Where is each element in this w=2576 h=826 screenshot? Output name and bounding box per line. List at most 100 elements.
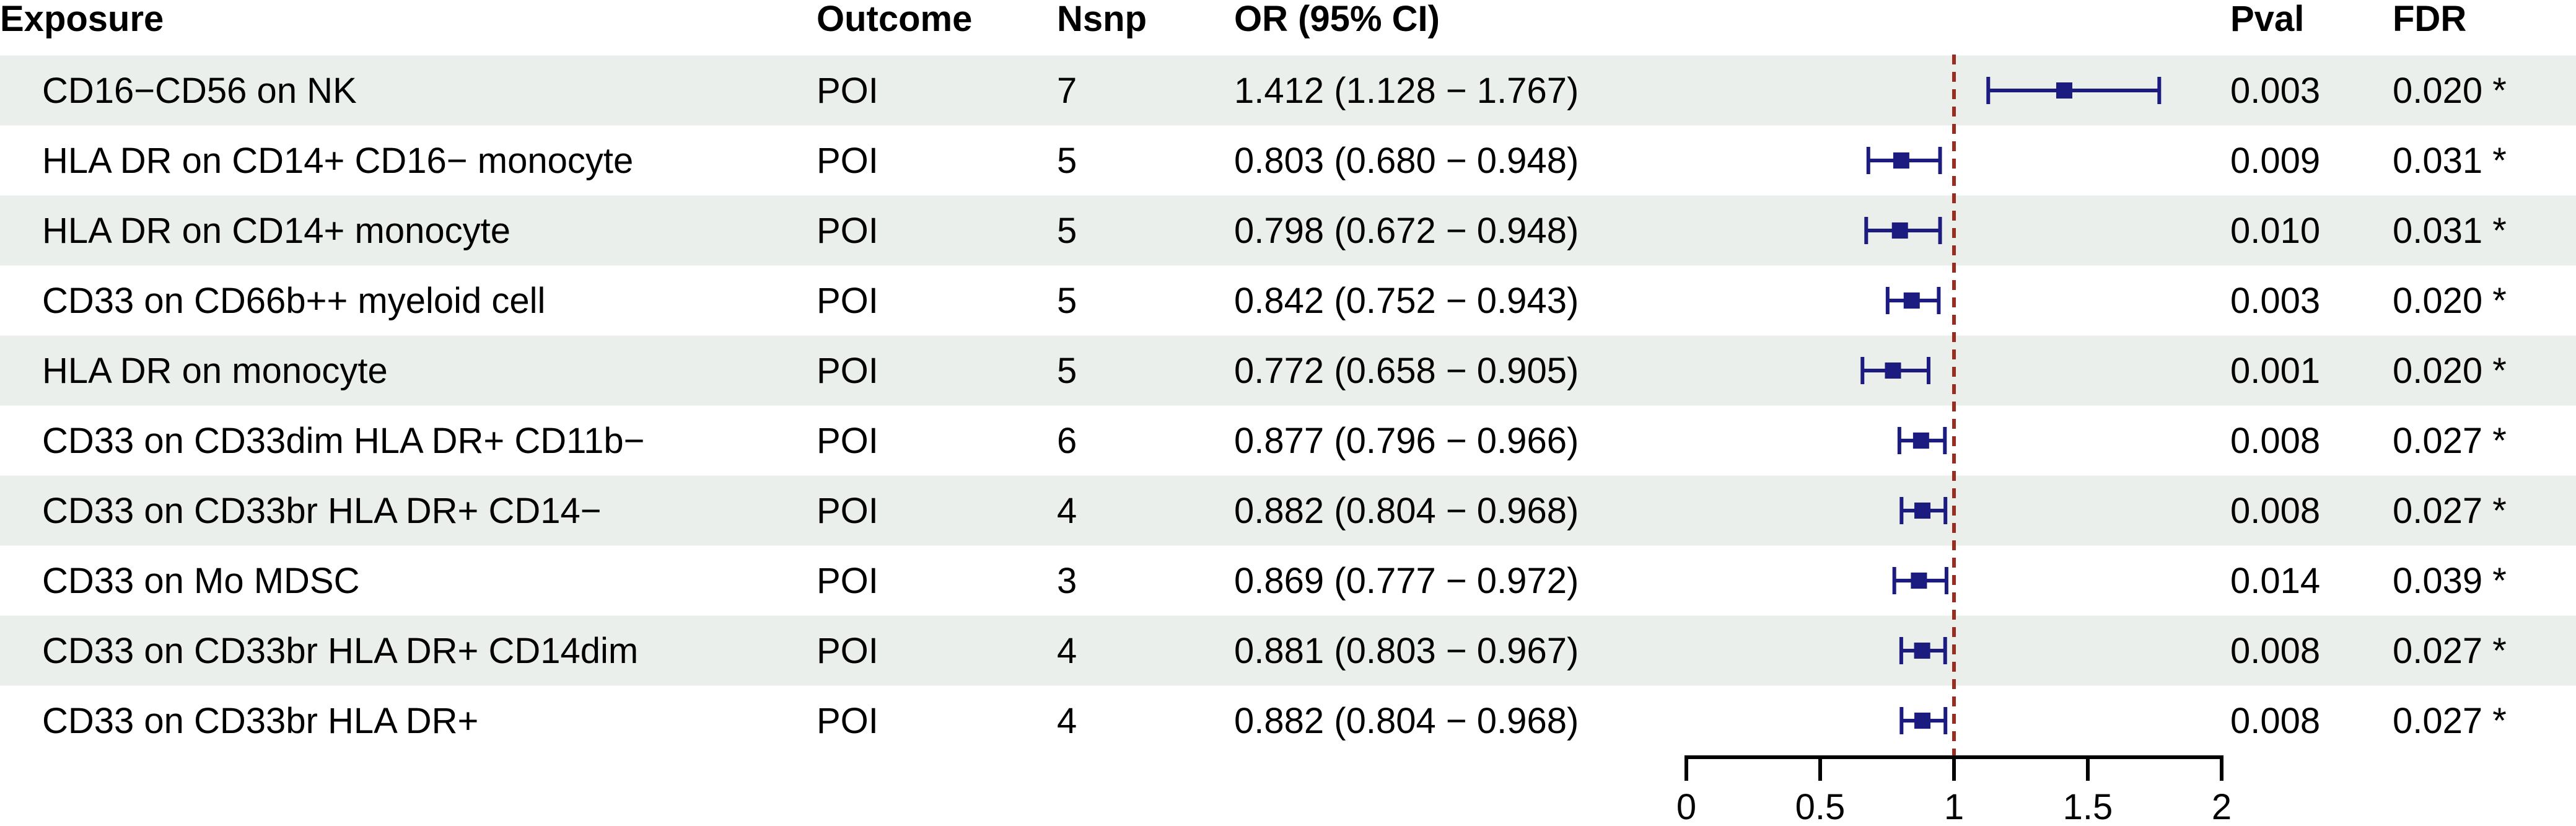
table-row: CD33 on CD33br HLA DR+ POI 4 0.882 (0.804 −… [42, 701, 2507, 741]
row-stripe [0, 615, 2576, 686]
x-tick-label: 1 [1944, 787, 1964, 826]
cell-exposure: CD33 on CD33br HLA DR+ CD14− [42, 491, 602, 531]
ci-mark [1899, 637, 1947, 664]
point-estimate [1893, 152, 1909, 169]
ci-mark [1885, 287, 1941, 314]
column-headers: Exposure Outcome Nsnp OR (95% CI) Pval F… [0, 0, 2466, 39]
cell-outcome: POI [817, 351, 878, 391]
point-estimate [2056, 82, 2072, 99]
table-row: CD33 on CD33br HLA DR+ CD14− POI 4 0.882 (0… [42, 491, 2507, 531]
cell-nsnp: 6 [1057, 421, 1077, 461]
point-estimate [1914, 713, 1931, 729]
point-estimate [1914, 643, 1930, 659]
cell-exposure: HLA DR on monocyte [42, 351, 388, 391]
cell-exposure: CD33 on CD66b++ myeloid cell [42, 281, 545, 321]
cell-outcome: POI [817, 71, 878, 111]
cell-or-ci: 0.772 (0.658 − 0.905) [1234, 351, 1579, 391]
ci-mark [1892, 567, 1948, 594]
cell-outcome: POI [817, 281, 878, 321]
table-row: HLA DR on CD14+ CD16− monocyte POI 5 0.803 … [42, 141, 2507, 181]
x-tick-label: 2 [2212, 787, 2232, 826]
ci-mark [1986, 77, 2162, 104]
point-estimate [1885, 362, 1901, 379]
table-row: CD33 on CD66b++ myeloid cell POI 5 0.842 (0… [42, 281, 2507, 321]
cell-exposure: CD33 on CD33br HLA DR+ CD14dim [42, 631, 638, 671]
cell-or-ci: 0.798 (0.672 − 0.948) [1234, 211, 1579, 251]
cell-fdr: 0.027 * [2393, 701, 2507, 741]
cell-nsnp: 5 [1057, 141, 1077, 181]
point-estimate [1914, 503, 1931, 519]
header-fdr: FDR [2393, 0, 2466, 39]
table-row: CD33 on CD33br HLA DR+ CD14dim POI 4 0.881 … [42, 631, 2507, 671]
table-row: HLA DR on CD14+ monocyte POI 5 0.798 (0.672… [42, 211, 2507, 251]
cell-pval: 0.003 [2230, 281, 2320, 321]
cell-or-ci: 0.869 (0.777 − 0.972) [1234, 561, 1579, 601]
cell-exposure: CD33 on Mo MDSC [42, 561, 359, 601]
point-estimate [1891, 222, 1908, 239]
cell-outcome: POI [817, 491, 878, 531]
cell-exposure: HLA DR on CD14+ CD16− monocyte [42, 141, 633, 181]
header-outcome: Outcome [817, 0, 972, 39]
cell-exposure: CD33 on CD33dim HLA DR+ CD11b− [42, 421, 645, 461]
cell-nsnp: 5 [1057, 351, 1077, 391]
cell-fdr: 0.031 * [2393, 211, 2507, 251]
header-nsnp: Nsnp [1057, 0, 1147, 39]
point-estimate [1912, 433, 1929, 449]
cell-fdr: 0.020 * [2393, 71, 2507, 111]
x-tick-label: 0.5 [1795, 787, 1846, 826]
cell-outcome: POI [817, 701, 878, 741]
cell-or-ci: 0.882 (0.804 − 0.968) [1234, 701, 1579, 741]
cell-nsnp: 5 [1057, 281, 1077, 321]
cell-fdr: 0.020 * [2393, 281, 2507, 321]
cell-pval: 0.010 [2230, 211, 2320, 251]
row-stripe [0, 335, 2576, 406]
cell-pval: 0.009 [2230, 141, 2320, 181]
ci-mark [1899, 497, 1948, 524]
cell-nsnp: 3 [1057, 561, 1077, 601]
table-row: HLA DR on monocyte POI 5 0.772 (0.658 − 0.9… [42, 351, 2507, 391]
cell-pval: 0.008 [2230, 631, 2320, 671]
cell-pval: 0.008 [2230, 491, 2320, 531]
cell-or-ci: 0.877 (0.796 − 0.966) [1234, 421, 1579, 461]
x-tick-label: 1.5 [2063, 787, 2113, 826]
cell-fdr: 0.027 * [2393, 421, 2507, 461]
cell-fdr: 0.039 * [2393, 561, 2507, 601]
cell-outcome: POI [817, 561, 878, 601]
cell-fdr: 0.031 * [2393, 141, 2507, 181]
row-stripe [0, 195, 2576, 266]
cell-or-ci: 0.882 (0.804 − 0.968) [1234, 491, 1579, 531]
x-axis: 0 0.5 1 1.5 2 [1676, 755, 2232, 826]
cell-or-ci: 0.881 (0.803 − 0.967) [1234, 631, 1579, 671]
table-row: CD33 on Mo MDSC POI 3 0.869 (0.777 − 0.972)… [42, 561, 2507, 601]
cell-pval: 0.014 [2230, 561, 2320, 601]
header-pval: Pval [2230, 0, 2304, 39]
cell-fdr: 0.027 * [2393, 631, 2507, 671]
cell-nsnp: 7 [1057, 71, 1077, 111]
header-or-ci: OR (95% CI) [1234, 0, 1440, 39]
cell-nsnp: 4 [1057, 631, 1077, 671]
cell-pval: 0.003 [2230, 71, 2320, 111]
point-estimate [1911, 573, 1927, 589]
cell-exposure: CD33 on CD33br HLA DR+ [42, 701, 478, 741]
header-exposure: Exposure [0, 0, 164, 39]
ci-mark [1864, 217, 1942, 244]
cell-or-ci: 0.842 (0.752 − 0.943) [1234, 281, 1579, 321]
point-estimate [1903, 292, 1920, 309]
cell-fdr: 0.027 * [2393, 491, 2507, 531]
table-rows: CD16−CD56 on NK POI 7 1.412 (1.128 − 1.767)… [42, 71, 2507, 741]
table-row: CD16−CD56 on NK POI 7 1.412 (1.128 − 1.767)… [42, 71, 2507, 111]
cell-outcome: POI [817, 141, 878, 181]
ci-marks [1860, 77, 2162, 734]
cell-pval: 0.008 [2230, 701, 2320, 741]
cell-pval: 0.001 [2230, 351, 2320, 391]
ci-mark [1866, 147, 1942, 174]
ci-mark [1899, 707, 1948, 734]
cell-fdr: 0.020 * [2393, 351, 2507, 391]
x-tick-label: 0 [1676, 787, 1696, 826]
row-stripe [0, 475, 2576, 546]
cell-nsnp: 4 [1057, 491, 1077, 531]
row-stripes [0, 55, 2576, 686]
cell-or-ci: 0.803 (0.680 − 0.948) [1234, 141, 1579, 181]
cell-outcome: POI [817, 631, 878, 671]
